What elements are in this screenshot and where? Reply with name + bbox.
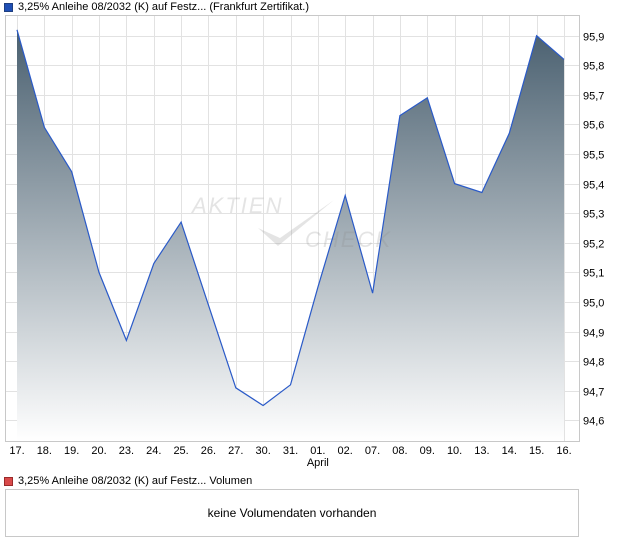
price-legend-label: 3,25% Anleihe 08/2032 (K) auf Festz... (… (18, 1, 310, 13)
y-tick-label: 95,4 (583, 180, 604, 192)
x-tick-label: 13. (474, 445, 489, 457)
y-tick-label: 94,6 (583, 416, 604, 428)
y-tick-label: 95,0 (583, 298, 604, 310)
x-tick-label: 08. (392, 445, 407, 457)
x-tick-label: 19. (64, 445, 79, 457)
aktien-check-watermark: AKTIEN CHECK (190, 193, 392, 252)
x-tick-label: 15. (529, 445, 544, 457)
x-tick-label: 09. (420, 445, 435, 457)
y-tick-label: 95,1 (583, 268, 604, 280)
x-tick-label: 18. (37, 445, 52, 457)
x-tick-label: 31. (283, 445, 298, 457)
plot-border (5, 15, 580, 442)
x-tick-label: 23. (119, 445, 134, 457)
x-axis-ticks: 17. 18. 19. 20. 23. 24. 25. 26. 27. 30. 31. 01.Apri… (9, 445, 571, 469)
x-tick-label: 10. (447, 445, 462, 457)
y-tick-label: 95,3 (583, 209, 604, 221)
y-tick-label: 95,7 (583, 91, 604, 103)
price-legend: 3,25% Anleihe 08/2032 (K) auf Festz... (… (4, 0, 309, 14)
y-axis-ticks: 94,6 94,7 94,8 94,9 95,0 95,1 95,2 95,3 95,4 95,5… (583, 32, 604, 428)
y-tick-label: 95,2 (583, 239, 604, 251)
x-tick-label: 20. (91, 445, 106, 457)
watermark-line2: CHECK (305, 227, 392, 252)
x-tick-label: 27. (228, 445, 243, 457)
y-tick-label: 94,9 (583, 328, 604, 340)
volume-empty-message: keine Volumendaten vorhanden (207, 506, 377, 520)
y-tick-label: 95,8 (583, 61, 604, 73)
x-tick-label: 24. (146, 445, 161, 457)
volume-legend-label: 3,25% Anleihe 08/2032 (K) auf Festz... V… (18, 475, 253, 487)
volume-legend: 3,25% Anleihe 08/2032 (K) auf Festz... V… (4, 474, 252, 488)
x-tick-label: 01. (310, 445, 325, 457)
price-area (17, 29, 564, 442)
y-tick-label: 94,7 (583, 387, 604, 399)
y-tick-label: 94,8 (583, 357, 604, 369)
y-tick-label: 95,5 (583, 150, 604, 162)
x-tick-label: 14. (502, 445, 517, 457)
x-tick-label: 16. (556, 445, 571, 457)
price-line (16, 29, 565, 407)
volume-panel: keine Volumendaten vorhanden (5, 489, 579, 537)
x-tick-label: 26. (201, 445, 216, 457)
watermark-line1: AKTIEN (190, 193, 283, 218)
x-tick-label: 25. (173, 445, 188, 457)
x-tick-label: 02. (338, 445, 353, 457)
x-tick-label: 17. (9, 445, 24, 457)
price-legend-swatch (4, 2, 13, 12)
y-tick-label: 95,6 (583, 120, 604, 132)
y-tick-label: 95,9 (583, 32, 604, 44)
volume-legend-swatch (4, 476, 13, 486)
x-tick-sublabel: April (307, 457, 329, 469)
x-tick-label: 30. (256, 445, 271, 457)
x-tick-label: 07. (365, 445, 380, 457)
